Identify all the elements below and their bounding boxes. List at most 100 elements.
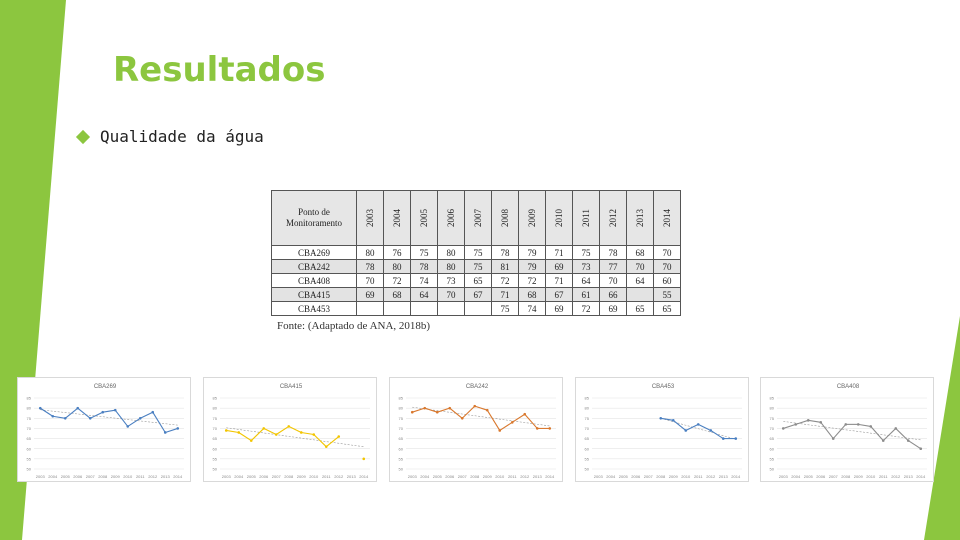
x-tick-label: 2011 <box>694 474 703 479</box>
value-cell: 79 <box>518 259 546 274</box>
series-line-segment <box>263 427 277 436</box>
series-line-segment <box>907 440 922 450</box>
series-line-segment <box>698 423 711 431</box>
x-tick-label: 2009 <box>854 474 864 479</box>
y-tick-label: 85 <box>213 396 218 401</box>
value-cell: 72 <box>572 301 600 316</box>
value-cell: 73 <box>572 259 600 274</box>
table-header-cell: 2007 <box>464 190 492 246</box>
series-line-segment <box>39 407 54 417</box>
x-tick-label: 2007 <box>458 474 468 479</box>
x-tick-label: 2013 <box>161 474 171 479</box>
y-tick-label: 55 <box>399 456 404 461</box>
series-line-segment <box>140 411 153 419</box>
water-quality-table: Ponto de Monitoramento 2003 2004 2005 20… <box>271 190 681 316</box>
x-tick-label: 2003 <box>779 474 789 479</box>
value-cell: 61 <box>572 287 600 302</box>
x-tick-label: 2005 <box>804 474 814 479</box>
data-point <box>163 431 167 434</box>
value-cell: 74 <box>518 301 546 316</box>
x-tick-label: 2008 <box>470 474 480 479</box>
year-label: 2012 <box>608 209 618 227</box>
value-cell: 78 <box>410 259 438 274</box>
value-cell: 72 <box>518 273 546 288</box>
data-point <box>721 437 725 440</box>
bullet-text: Qualidade da água <box>100 127 264 146</box>
value-cell: 78 <box>356 259 384 274</box>
table-header-cell: 2004 <box>383 190 411 246</box>
series-line-segment <box>808 419 821 423</box>
series-line-segment <box>858 423 871 427</box>
y-tick-label: 60 <box>213 446 218 451</box>
x-tick-label: 2013 <box>719 474 729 479</box>
series-line-segment <box>474 405 488 411</box>
x-tick-label: 2009 <box>111 474 121 479</box>
value-cell: 75 <box>464 259 492 274</box>
data-point <box>709 429 713 432</box>
data-point <box>435 410 439 414</box>
data-point <box>535 427 539 430</box>
x-tick-label: 2006 <box>73 474 83 479</box>
data-point <box>684 429 688 432</box>
y-tick-label: 75 <box>213 416 218 421</box>
x-tick-label: 2003 <box>222 474 232 479</box>
station-cell: CBA408 <box>271 273 357 288</box>
chart-panel: CBA269 50 55 60 65 70 75 80 85 2003 2004 2005 2006 20… <box>17 377 191 482</box>
data-point <box>237 431 241 434</box>
x-tick-label: 2008 <box>284 474 294 479</box>
value-cell: 75 <box>572 245 600 260</box>
value-cell: 68 <box>518 287 546 302</box>
series-line-segment <box>226 429 239 434</box>
value-cell: 70 <box>356 273 384 288</box>
series-line-segment <box>77 407 91 419</box>
station-cell: CBA415 <box>271 287 357 302</box>
value-cell: 69 <box>545 301 573 316</box>
series-line-segment <box>313 434 327 448</box>
series-line-segment <box>114 409 129 427</box>
year-label: 2011 <box>580 209 591 227</box>
value-cell: 71 <box>491 287 519 302</box>
series-line-segment <box>52 415 66 419</box>
data-point <box>448 406 452 410</box>
x-tick-label: 2009 <box>669 474 679 479</box>
y-tick-label: 55 <box>213 456 218 461</box>
data-point <box>324 445 328 448</box>
bullet-item: Qualidade da água <box>75 127 264 146</box>
value-cell: 75 <box>491 301 519 316</box>
value-cell: 79 <box>518 245 546 260</box>
series-line-segment <box>288 425 302 433</box>
data-point <box>671 419 675 422</box>
y-tick-label: 50 <box>585 467 590 472</box>
data-point <box>138 416 142 420</box>
chart-panel: CBA415 50 55 60 65 70 75 80 85 2003 2004 2005 2006 20… <box>203 377 377 482</box>
value-cell: 68 <box>626 245 654 260</box>
x-tick-label: 2013 <box>904 474 914 479</box>
data-point <box>126 425 130 428</box>
data-point <box>794 423 798 426</box>
series-line-segment <box>102 409 116 413</box>
x-tick-label: 2005 <box>247 474 257 479</box>
series-line-segment <box>152 411 166 433</box>
series-line-segment <box>870 426 884 441</box>
value-cell: 78 <box>599 245 627 260</box>
x-tick-label: 2014 <box>545 474 555 479</box>
chart-title: CBA453 <box>652 384 675 390</box>
chart-title: CBA408 <box>837 384 860 390</box>
value-cell: 80 <box>437 259 465 274</box>
value-cell: 64 <box>410 287 438 302</box>
year-label: 2014 <box>662 209 672 227</box>
x-tick-label: 2011 <box>136 474 145 479</box>
station-cell: CBA453 <box>271 301 357 316</box>
table-header-cell: 2005 <box>410 190 438 246</box>
data-point <box>659 416 663 420</box>
year-label: 2010 <box>554 209 564 227</box>
value-cell <box>464 301 492 316</box>
table-row: CBA453 75 74 69 72 69 65 65 <box>271 301 681 316</box>
chart-title: CBA415 <box>280 384 303 390</box>
series-line-segment <box>424 407 438 413</box>
y-tick-label: 85 <box>399 396 404 401</box>
station-cell: CBA242 <box>271 259 357 274</box>
data-point <box>510 421 514 424</box>
